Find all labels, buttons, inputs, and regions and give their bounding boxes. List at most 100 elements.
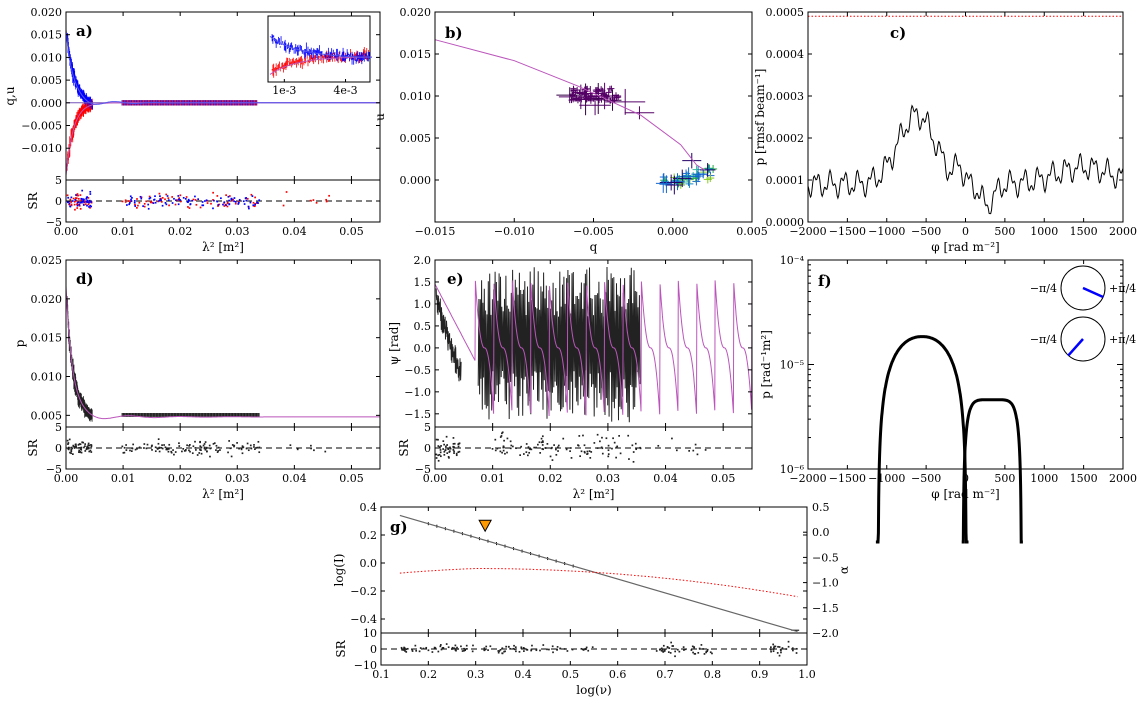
d-res-point xyxy=(157,442,160,445)
d-res-point xyxy=(199,448,201,451)
e-res-point xyxy=(437,445,440,447)
g-res-point xyxy=(661,649,664,651)
a-inset-xtick-label: 1e-3 xyxy=(272,84,296,97)
g-res-point xyxy=(447,646,450,649)
a-res-u xyxy=(133,200,136,202)
g-xtick-label: 0.1 xyxy=(372,668,390,681)
g-panel-label: g) xyxy=(390,518,408,536)
e-xtick-label: 0.02 xyxy=(538,472,563,485)
g-res-point xyxy=(418,650,421,653)
g-res-point xyxy=(709,651,712,654)
g-res-point xyxy=(441,647,444,649)
e-res-point xyxy=(438,446,441,448)
e-res-point xyxy=(542,448,544,451)
a-res-q xyxy=(192,198,195,201)
b-xtick-label: 0.005 xyxy=(736,225,768,238)
a-res-q xyxy=(164,198,166,201)
g-res-point xyxy=(551,645,554,648)
e-res-point xyxy=(675,449,678,452)
a-res-q xyxy=(312,199,315,201)
d-res-point xyxy=(324,450,327,453)
e-res-point xyxy=(570,457,573,459)
g-res-point xyxy=(415,649,418,652)
e-res-point xyxy=(601,436,603,439)
g-res-point xyxy=(419,647,422,649)
a-res-u xyxy=(149,196,152,199)
g-model-line xyxy=(399,514,798,633)
g-xtick-label: 0.4 xyxy=(514,668,532,681)
a-res-q xyxy=(165,193,168,196)
d-res-point xyxy=(79,443,82,446)
a-xtick-label: 0.02 xyxy=(168,225,193,238)
e-res-point xyxy=(437,454,440,457)
d-res-point xyxy=(213,442,216,445)
a-res-u xyxy=(153,199,155,201)
d-res-point xyxy=(71,447,73,450)
a-res-u xyxy=(90,205,93,208)
e-res-point xyxy=(557,450,559,452)
e-xlabel: λ² [m²] xyxy=(573,487,615,501)
a-res-q xyxy=(168,204,170,207)
e-res-point xyxy=(439,455,442,458)
g-res-point xyxy=(660,649,663,652)
d-res-point xyxy=(146,443,149,446)
a-res-u xyxy=(88,199,91,202)
g-res-point xyxy=(663,650,666,652)
f-ylabel: p [rad⁻¹m²] xyxy=(759,330,773,399)
d-ytick-label: 0.025 xyxy=(31,254,63,267)
e-res-point xyxy=(439,449,442,451)
e-res-point xyxy=(435,457,438,459)
f-angle-needle xyxy=(1067,338,1084,357)
a-res-q xyxy=(74,197,77,199)
d-res-point xyxy=(209,447,212,450)
e-xtick-label: 0.00 xyxy=(423,472,448,485)
e-res-point xyxy=(555,448,557,451)
c-ylabel: p [rmsf beam⁻¹] xyxy=(753,69,767,166)
g-res-point xyxy=(507,646,510,648)
g-res-point xyxy=(414,644,417,647)
g-res-point xyxy=(487,649,489,651)
a-xtick-label: 0.03 xyxy=(225,225,250,238)
g-res-point xyxy=(472,644,474,647)
e-res-point xyxy=(569,447,572,449)
d-res-point xyxy=(204,441,207,443)
d-res-point xyxy=(87,447,90,450)
c-xtick-label: 1500 xyxy=(1070,225,1098,238)
e-res-point xyxy=(437,459,440,462)
a-res-q xyxy=(138,201,141,204)
e-res-point xyxy=(458,442,461,445)
g-res-point xyxy=(499,649,502,651)
g-res-point xyxy=(584,648,587,651)
g-ytick-label-right: −2.0 xyxy=(812,627,839,640)
e-res-point xyxy=(618,435,620,437)
b-xtick-label: −0.005 xyxy=(573,225,614,238)
g-res-point xyxy=(513,648,516,651)
d-xtick-label: 0.03 xyxy=(225,472,250,485)
d-res-point xyxy=(195,449,197,451)
a-res-u xyxy=(242,200,245,203)
a-res-q xyxy=(145,200,148,203)
g-res-point xyxy=(795,647,798,650)
g-res-point xyxy=(674,650,677,653)
a-xlabel: λ² [m²] xyxy=(202,240,244,254)
g-res-point xyxy=(669,652,672,654)
d-res-point xyxy=(241,446,244,449)
a-res-frame xyxy=(65,179,381,223)
d-res-point xyxy=(88,450,91,453)
a-res-q xyxy=(158,192,161,195)
g-res-point xyxy=(451,646,454,649)
e-res-ytick-label: 5 xyxy=(424,421,431,434)
e-xtick-label: 0.03 xyxy=(596,472,621,485)
e-res-point xyxy=(619,452,622,455)
g-res-point xyxy=(535,649,538,652)
d-res-point xyxy=(246,442,249,445)
a-res-u xyxy=(159,195,161,197)
g-res-point xyxy=(678,650,681,653)
e-ytick-label: −0.5 xyxy=(404,364,431,377)
d-res-point xyxy=(215,449,217,451)
a-res-q xyxy=(160,197,162,200)
a-res-q xyxy=(232,198,234,201)
e-res-point xyxy=(611,447,613,450)
a-res-u xyxy=(201,201,204,203)
g-xtick-label: 0.5 xyxy=(562,668,580,681)
